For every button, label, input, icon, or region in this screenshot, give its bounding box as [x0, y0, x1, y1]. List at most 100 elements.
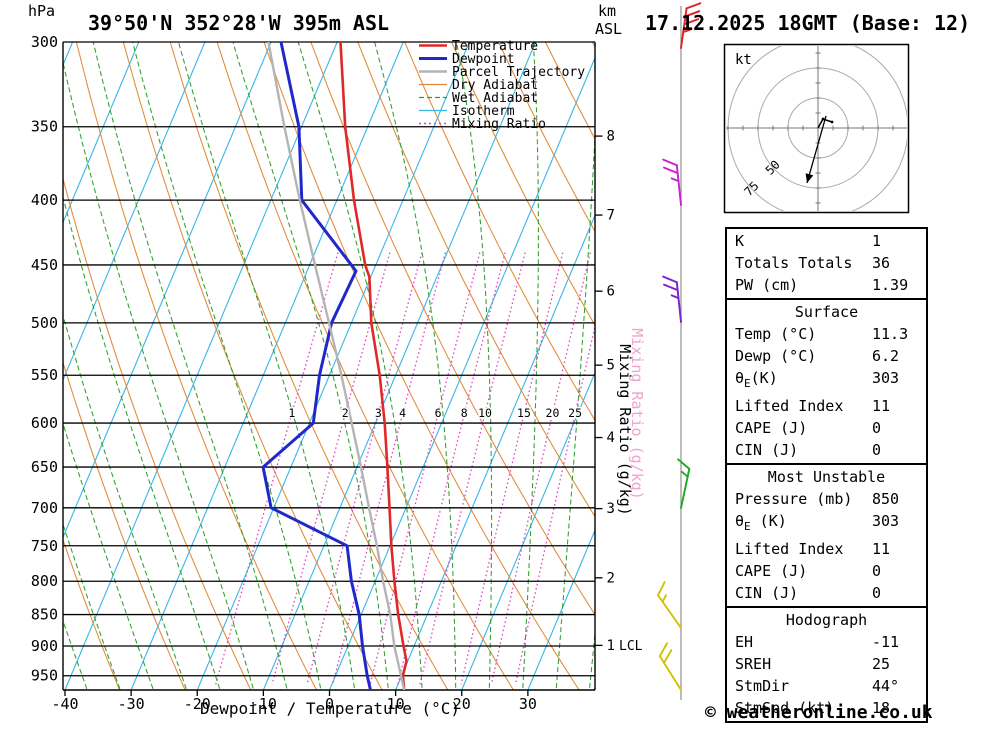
isotherm-line	[64, 42, 338, 690]
km-tick-label: 1	[607, 638, 615, 654]
dry-adiabat-line	[451, 42, 595, 327]
pressure-tick-label: 650	[31, 458, 58, 476]
table-row-label: CAPE (J)	[735, 562, 808, 580]
barb-staff	[680, 7, 688, 49]
table-row-label: Lifted Index	[735, 397, 844, 415]
table-row-label: StmDir	[735, 677, 790, 695]
indices-table: K 1 Totals Totals 36 PW (cm) 1.39 Surface Temp …	[725, 227, 928, 723]
barb-feather	[663, 649, 673, 664]
table-row-value: 303	[872, 369, 900, 387]
mixing-ratio-value-label: 25	[568, 406, 582, 420]
table-row: Lifted Index 11	[727, 538, 926, 560]
mixing-ratio-line	[419, 252, 526, 685]
table-row-label: Totals Totals	[735, 254, 853, 272]
barb-staff	[658, 655, 682, 691]
wet-adiabat-line	[456, 42, 493, 690]
lcl-label: LCL	[619, 639, 643, 654]
isotherm-line	[527, 528, 595, 690]
pressure-tick-label: 450	[31, 256, 58, 274]
dry-adiabat-line	[404, 42, 595, 422]
mixing-ratio-value-label: 4	[399, 406, 406, 420]
isotherm-line	[461, 371, 595, 690]
barb-staff	[680, 467, 691, 509]
wet-adiabat-line	[92, 42, 288, 690]
mixing-ratio-value-label: 2	[342, 406, 349, 420]
pressure-tick-label: 800	[31, 572, 58, 590]
barb-staff	[675, 281, 682, 323]
table-row: Totals Totals 36	[727, 252, 926, 274]
pressure-axis-unit: hPa	[28, 2, 55, 20]
table-section-header: Most Unstable	[767, 468, 886, 486]
table-row: θE (K) 303	[727, 510, 926, 538]
wet-adiabat-line	[63, 619, 88, 690]
barb-half-feather	[670, 177, 680, 183]
legend-item-label: Mixing Ratio	[452, 117, 546, 132]
km-tick-label: 5	[607, 358, 615, 374]
table-row-label: EH	[735, 633, 754, 651]
wind-barb	[658, 642, 682, 691]
skewt-background-lines	[0, 42, 595, 704]
wind-barb	[657, 581, 682, 629]
pressure-tick-label: 400	[31, 191, 58, 209]
table-row-value: 36	[872, 254, 891, 272]
mixing-ratio-value-label: 1	[288, 406, 295, 420]
pressure-tick-label: 300	[31, 33, 58, 51]
table-section: K 1 Totals Totals 36 PW (cm) 1.39	[725, 227, 928, 300]
barb-feather	[685, 2, 702, 10]
temp-tick-label: 10	[387, 695, 405, 713]
table-row: EH -11	[727, 631, 926, 653]
altitude-axis-unit-asl: ASL	[595, 20, 622, 38]
table-row-value: 6.2	[872, 347, 900, 365]
mixing-ratio-value-label: 6	[435, 406, 442, 420]
table-row-value: -11	[872, 633, 900, 651]
table-row-value: 18	[872, 699, 891, 717]
barb-staff	[675, 164, 682, 206]
dry-adiabat-line	[75, 42, 317, 690]
dry-adiabat-line	[357, 42, 595, 518]
pressure-tick-label: 750	[31, 537, 58, 555]
barb-half-feather	[661, 594, 667, 603]
barb-feather	[663, 166, 679, 175]
mixing-ratio-line	[490, 252, 591, 685]
table-row-label: K	[735, 232, 745, 250]
table-row: Lifted Index 11	[727, 395, 926, 417]
table-row: StmDir 44°	[727, 675, 926, 697]
km-tick-label: 7	[607, 208, 615, 224]
table-row: StmSpd (kt) 18	[727, 697, 926, 719]
sounding-curves	[261, 42, 408, 690]
temp-tick-label: 30	[519, 695, 537, 713]
mixing-ratio-value-label: 10	[478, 406, 492, 420]
table-row: CAPE (J) 0	[727, 560, 926, 582]
mixing-ratio-line	[514, 323, 595, 685]
mixing-ratio-line	[306, 252, 423, 685]
table-row: CIN (J) 0	[727, 582, 926, 604]
wind-barb	[677, 458, 691, 509]
wet-adiabat-line	[555, 124, 595, 690]
dry-adiabat-line	[263, 42, 580, 690]
isotherm-line	[130, 42, 404, 690]
table-row: Pressure (mb) 850	[727, 488, 926, 510]
temp-tick-label: -30	[118, 695, 145, 713]
table-row-label: Lifted Index	[735, 540, 844, 558]
wet-adiabat-line	[232, 42, 389, 690]
barb-feather	[662, 275, 678, 284]
isotherm-line	[328, 56, 595, 690]
temp-tick-label: 20	[453, 695, 471, 713]
temperature-curve	[339, 42, 408, 690]
pressure-tick-label: 600	[31, 414, 58, 432]
mixing-ratio-line	[332, 252, 447, 685]
storm-motion-vector	[806, 115, 827, 184]
dry-adiabat-line	[216, 42, 514, 690]
pressure-tick-label: 950	[31, 667, 58, 685]
table-row-label: CIN (J)	[735, 441, 799, 459]
table-row-label: CAPE (J)	[735, 419, 808, 437]
wet-adiabat-line	[0, 42, 26, 704]
barb-staff	[657, 594, 682, 629]
table-row: Dewp (°C) 6.2	[727, 345, 926, 367]
temp-tick-label: 0	[325, 695, 334, 713]
barb-feather	[662, 158, 678, 167]
wet-adiabat-line	[63, 60, 255, 690]
